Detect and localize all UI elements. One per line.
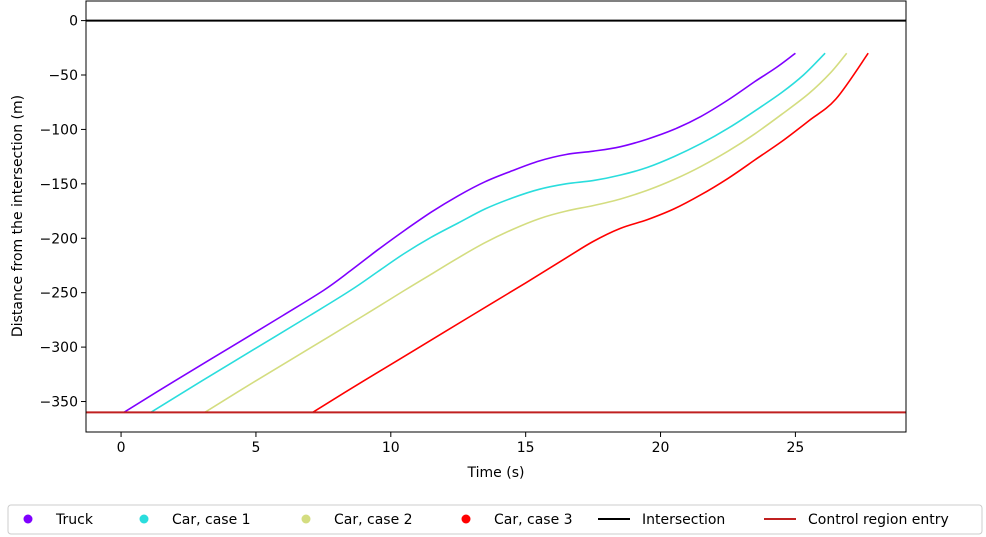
- y-tick-label: −100: [40, 122, 78, 138]
- y-tick-label: −50: [48, 68, 78, 84]
- legend-label: Control region entry: [808, 512, 949, 528]
- x-tick-label: 0: [117, 440, 126, 456]
- y-axis: 0 −50 −100 −150 −200 −250 −300 −350: [40, 14, 86, 411]
- legend-dot-swatch: [461, 514, 471, 524]
- series-line-0: [123, 52, 796, 414]
- reference-lines: [86, 19, 906, 414]
- y-tick-label: −200: [40, 231, 78, 247]
- legend-label: Intersection: [642, 512, 725, 528]
- legend-dot-swatch: [23, 514, 33, 524]
- legend-label: Car, case 3: [494, 512, 573, 528]
- plot-frame: [85, 0, 907, 433]
- x-axis-label: Time (s): [467, 465, 525, 481]
- legend: Truck Car, case 1 Car, case 2 Car, case 3 In…: [7, 504, 983, 535]
- series-line-3: [312, 52, 869, 414]
- y-tick-label: −300: [40, 340, 78, 356]
- series-line-1: [150, 52, 826, 414]
- series-layer: [123, 52, 869, 414]
- x-tick-label: 25: [786, 440, 804, 456]
- x-tick-label: 5: [251, 440, 260, 456]
- y-tick-label: 0: [69, 14, 78, 30]
- y-tick-label: −250: [40, 286, 78, 302]
- x-axis: 0 5 10 15 20 25: [117, 432, 804, 456]
- x-tick-label: 10: [382, 440, 400, 456]
- legend-label: Car, case 2: [334, 512, 413, 528]
- legend-dot-swatch: [139, 514, 149, 524]
- legend-frame: [7, 504, 983, 535]
- legend-dot-swatch: [301, 514, 311, 524]
- legend-label: Car, case 1: [172, 512, 251, 528]
- legend-items: Truck Car, case 1 Car, case 2 Car, case 3 In…: [23, 512, 949, 528]
- series-line-2: [204, 52, 848, 414]
- y-tick-label: −150: [40, 177, 78, 193]
- x-tick-label: 20: [652, 440, 670, 456]
- y-tick-label: −350: [40, 395, 78, 411]
- x-tick-label: 15: [517, 440, 535, 456]
- legend-label: Truck: [55, 512, 94, 528]
- y-axis-label: Distance from the intersection (m): [10, 95, 26, 337]
